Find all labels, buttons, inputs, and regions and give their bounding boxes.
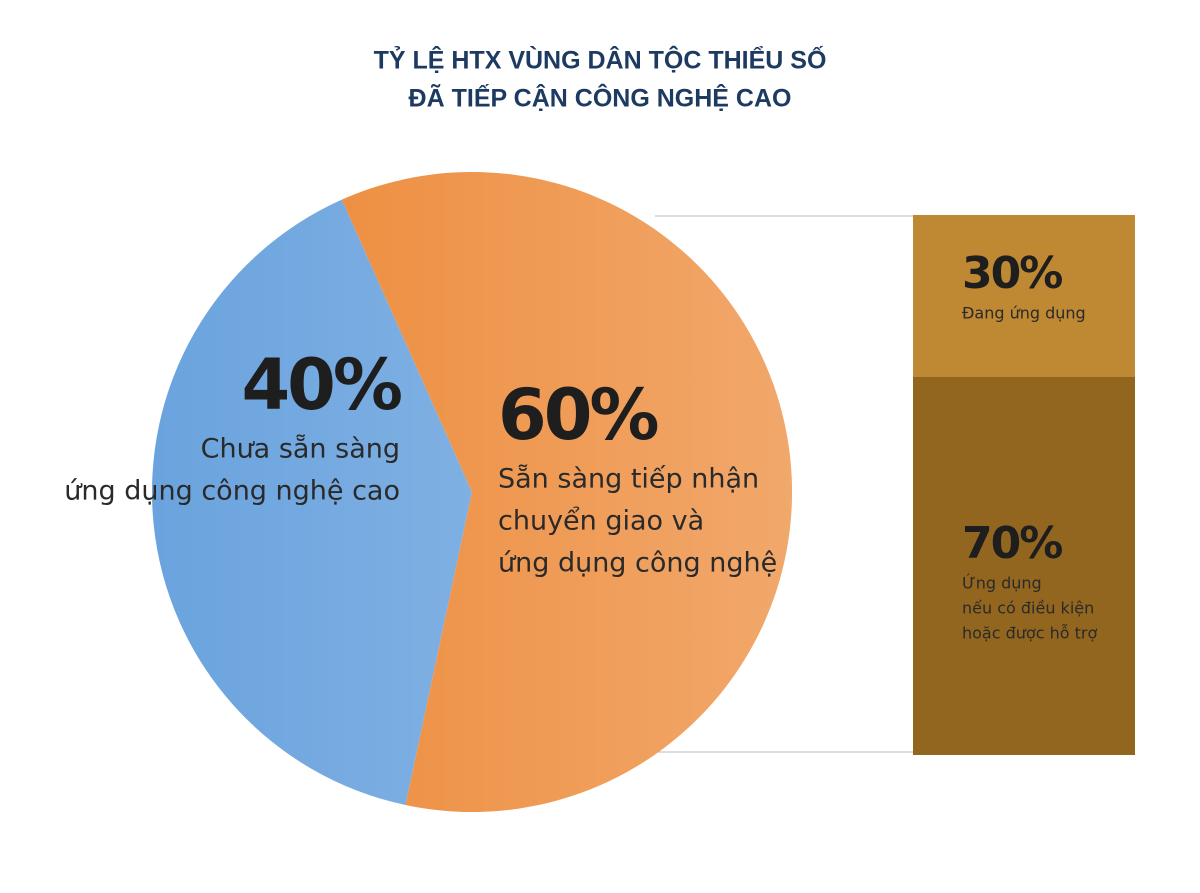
category-label: ứng dụng công nghệ cao — [64, 476, 400, 507]
category-label: chuyển giao và — [498, 506, 704, 537]
category-label: hoặc được hỗ trợ — [962, 624, 1097, 643]
category-label: Đang ứng dụng — [962, 304, 1086, 323]
category-label: Ứng dụng — [962, 574, 1042, 593]
value-label: 30% — [962, 248, 1062, 299]
labels: 40% Chưa sẵn sàng ứng dụng công nghệ cao 60… — [64, 248, 1097, 643]
value-label: 40% — [241, 344, 400, 426]
stacked-bar — [913, 215, 1135, 755]
value-label: 70% — [962, 518, 1062, 569]
bar-segment — [913, 377, 1135, 755]
category-label: ứng dụng công nghệ — [498, 548, 777, 579]
category-label: nếu có điều kiện — [962, 599, 1094, 618]
chart-title: ĐÃ TIẾP CẬN CÔNG NGHỆ CAO — [409, 83, 792, 113]
chart-title: TỶ LỆ HTX VÙNG DÂN TỘC THIỂU SỐ — [374, 45, 827, 75]
category-label: Chưa sẵn sàng — [201, 434, 400, 465]
bar-segment — [913, 215, 1135, 377]
category-label: Sẵn sàng tiếp nhận — [498, 464, 759, 495]
value-label: 60% — [498, 374, 657, 456]
